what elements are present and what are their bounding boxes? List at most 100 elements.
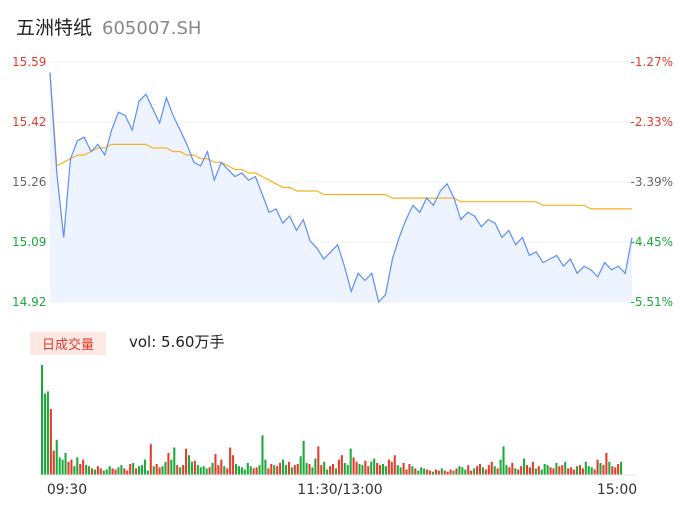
- volume-bar: [102, 470, 105, 475]
- volume-bar: [61, 459, 64, 475]
- volume-bar: [337, 459, 340, 475]
- volume-bar: [534, 468, 537, 475]
- volume-bar: [140, 465, 143, 475]
- volume-bar: [487, 465, 490, 475]
- volume-bar: [114, 469, 117, 475]
- volume-bar: [478, 464, 482, 475]
- volume-bar: [370, 461, 373, 475]
- volume-bar: [467, 465, 470, 475]
- volume-bar: [70, 459, 73, 475]
- volume-bar: [85, 465, 88, 475]
- y-tick-right: -2.33%: [631, 115, 673, 129]
- volume-bar: [73, 466, 76, 475]
- volume-bar: [593, 469, 596, 475]
- volume-bar: [443, 470, 446, 475]
- volume-bar: [267, 468, 270, 475]
- volume-bar: [476, 466, 479, 475]
- volume-bar: [185, 448, 188, 475]
- volume-bar: [417, 470, 420, 475]
- y-tick-left: 15.42: [12, 115, 46, 129]
- volume-bar: [399, 467, 402, 475]
- volume-bar: [526, 465, 529, 475]
- stock-name: 五洲特纸: [16, 17, 93, 39]
- volume-bar: [376, 462, 379, 475]
- volume-bar: [455, 468, 458, 475]
- volume-bar: [240, 467, 243, 475]
- volume-bar: [76, 457, 79, 475]
- volume-bar: [158, 467, 161, 475]
- volume-bar: [602, 465, 605, 475]
- volume-bar: [364, 460, 367, 475]
- volume-bar: [311, 467, 314, 475]
- volume-bar: [393, 455, 396, 475]
- volume-bar: [123, 468, 126, 475]
- volume-bar: [299, 456, 302, 475]
- average-price-line: [49, 72, 632, 210]
- volume-bar: [308, 464, 311, 475]
- volume-bar: [423, 468, 426, 475]
- volume-bar: [202, 466, 205, 475]
- volume-bar: [64, 453, 67, 475]
- volume-bar: [531, 461, 534, 475]
- volume-bar: [543, 464, 546, 475]
- volume-bar: [176, 465, 179, 475]
- volume-label: vol: 5.60万手: [129, 333, 225, 351]
- volume-bar: [252, 468, 255, 475]
- x-tick: 09:30: [47, 482, 87, 498]
- volume-bar: [355, 461, 358, 475]
- volume-bar: [246, 462, 249, 475]
- volume-bar: [570, 467, 573, 475]
- volume-bar: [296, 464, 299, 475]
- volume-bar: [173, 447, 176, 475]
- volume-bar: [384, 466, 387, 475]
- volume-bar: [537, 466, 540, 475]
- volume-bar: [414, 468, 417, 475]
- volume-bar: [387, 459, 390, 475]
- volume-bar: [481, 467, 484, 475]
- volume-bar: [329, 466, 332, 475]
- volume-bar: [555, 462, 558, 475]
- volume-bar: [314, 458, 317, 475]
- y-tick-right: -1.27%: [631, 55, 673, 69]
- volume-bar: [229, 447, 232, 475]
- volume-bar: [90, 468, 94, 475]
- volume-bar: [220, 459, 223, 475]
- volume-bar: [449, 469, 452, 475]
- volume-bar: [578, 465, 581, 475]
- volume-bar: [249, 466, 252, 475]
- volume-bar: [293, 465, 296, 475]
- volume-bar: [214, 454, 217, 475]
- volume-bar: [232, 455, 235, 475]
- volume-bar: [367, 466, 370, 475]
- volume-bar: [170, 459, 173, 475]
- volume-bar: [528, 467, 531, 475]
- volume-bar: [208, 467, 211, 475]
- volume-bar: [511, 462, 514, 475]
- volume-bar: [334, 468, 337, 475]
- volume-bar: [264, 459, 267, 475]
- price-line: [49, 72, 633, 304]
- volume-bar: [305, 462, 308, 475]
- volume-bar: [105, 469, 108, 475]
- volume-bar: [164, 461, 167, 475]
- volume-bar: [205, 468, 208, 475]
- volume-bar: [437, 470, 440, 475]
- volume-bar: [581, 468, 584, 475]
- volume-bar: [93, 469, 96, 475]
- volume-bar: [108, 466, 111, 475]
- volume-bar: [561, 465, 564, 475]
- volume-bar: [111, 468, 114, 475]
- volume-bar: [390, 461, 393, 475]
- page-title: 五洲特纸 605007.SH: [16, 13, 201, 40]
- volume-bar: [235, 464, 238, 475]
- volume-bar: [358, 464, 361, 475]
- volume-bar: [196, 465, 199, 475]
- volume-bar: [276, 466, 279, 475]
- volume-bar: [143, 459, 146, 475]
- volume-bar: [226, 468, 229, 475]
- volume-bar: [79, 464, 82, 475]
- volume-bar: [493, 466, 496, 475]
- volume-bar: [584, 461, 587, 475]
- volume-bar: [284, 465, 288, 475]
- volume-bar: [279, 462, 282, 475]
